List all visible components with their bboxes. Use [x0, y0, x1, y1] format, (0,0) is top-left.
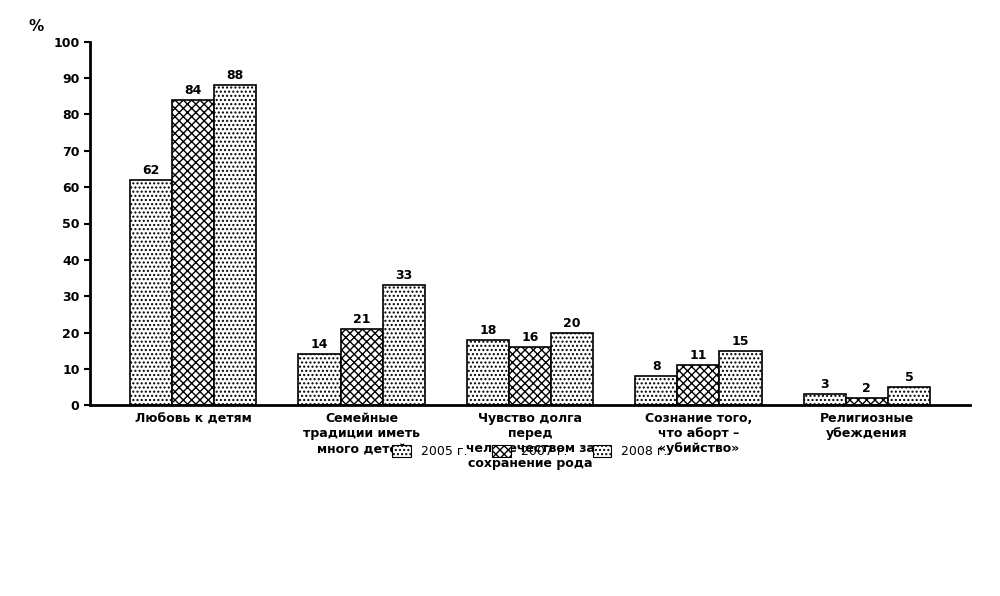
Text: 3: 3: [820, 378, 829, 392]
Bar: [677, 365, 719, 405]
Bar: [846, 398, 888, 405]
Text: 15: 15: [732, 335, 749, 348]
Text: 11: 11: [690, 349, 707, 362]
Text: 8: 8: [652, 361, 661, 373]
Text: 62: 62: [142, 164, 160, 177]
Text: 20: 20: [563, 316, 581, 330]
Bar: [172, 100, 214, 405]
Bar: [804, 395, 846, 405]
Bar: [551, 333, 593, 405]
Legend: 2005 г., 2007 г., 2008 г.: 2005 г., 2007 г., 2008 г.: [386, 438, 674, 464]
Text: 88: 88: [227, 70, 244, 82]
Text: 16: 16: [521, 331, 539, 344]
Text: 2: 2: [862, 382, 871, 395]
Bar: [341, 329, 383, 405]
Bar: [635, 376, 677, 405]
Bar: [130, 180, 172, 405]
Bar: [509, 347, 551, 405]
Text: 14: 14: [311, 339, 328, 352]
Bar: [214, 85, 256, 405]
Bar: [298, 355, 341, 405]
Text: 18: 18: [479, 324, 497, 337]
Text: 21: 21: [353, 313, 370, 326]
Bar: [467, 340, 509, 405]
Text: 5: 5: [905, 371, 913, 384]
Bar: [888, 387, 930, 405]
Text: 33: 33: [395, 269, 412, 283]
Bar: [383, 285, 425, 405]
Text: %: %: [28, 20, 44, 35]
Text: 84: 84: [184, 84, 202, 97]
Bar: [719, 350, 762, 405]
